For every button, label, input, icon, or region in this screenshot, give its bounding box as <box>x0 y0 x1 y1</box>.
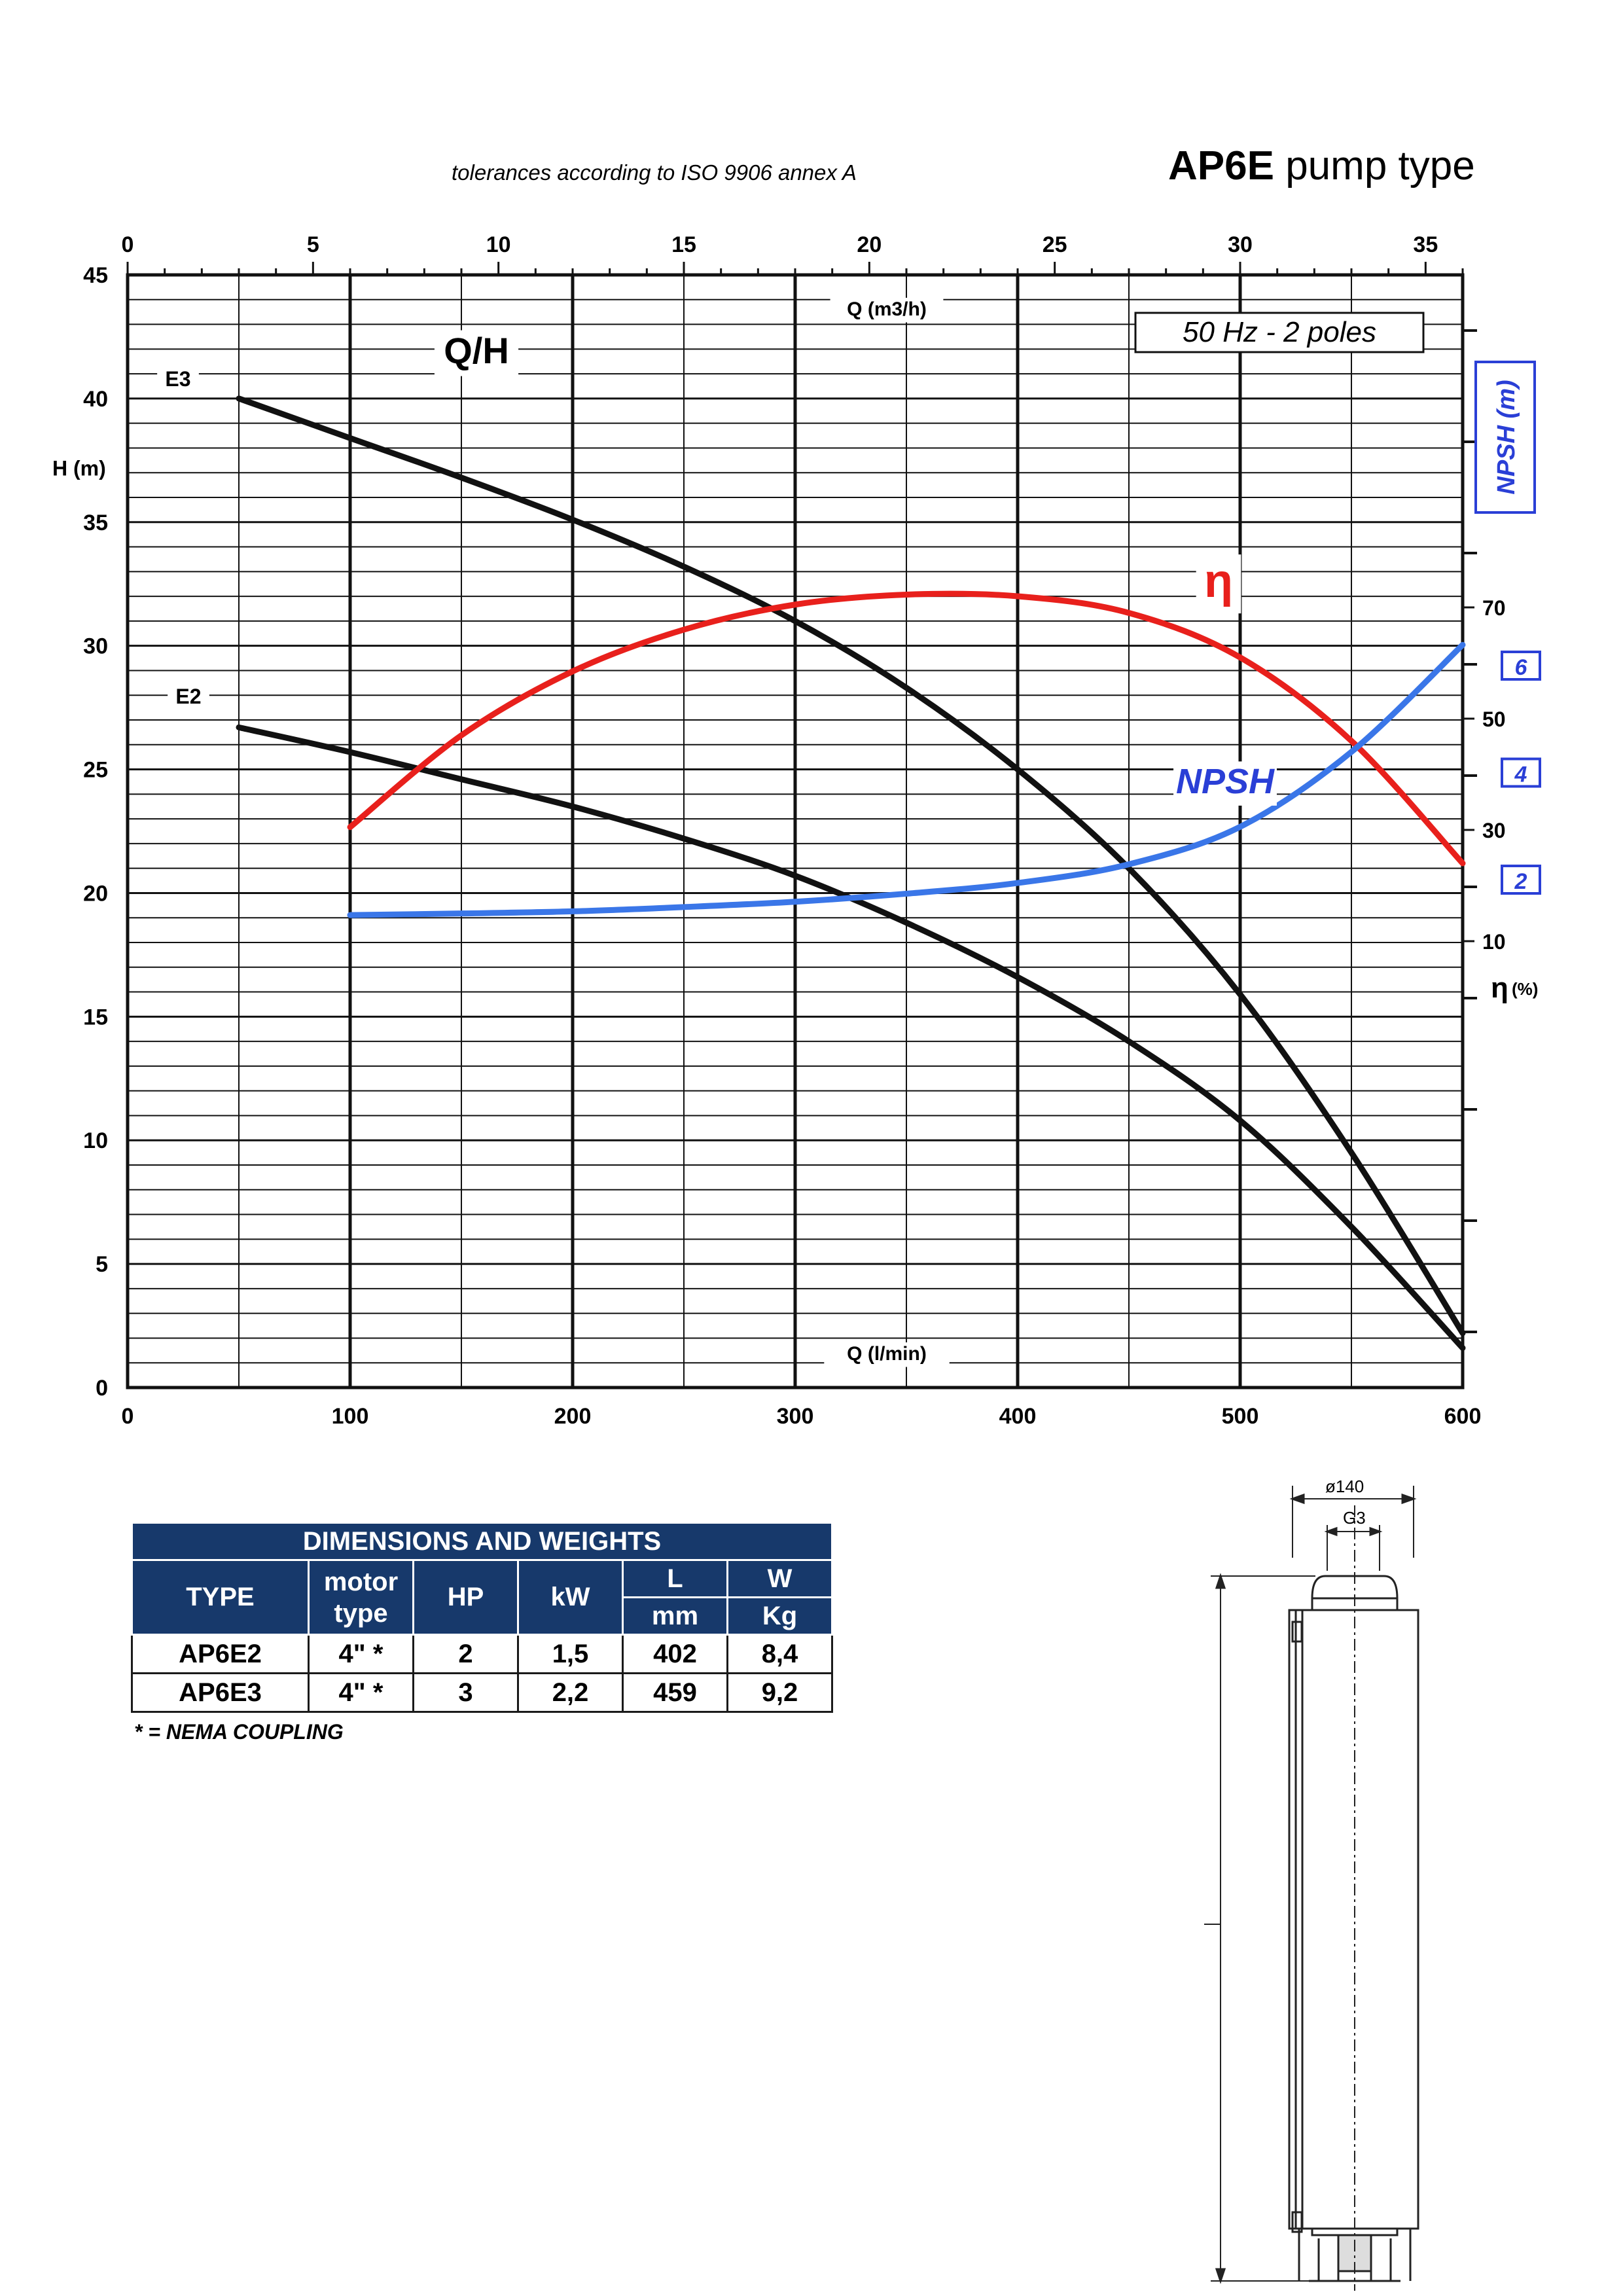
curve-label-e3: E3 <box>165 367 190 391</box>
y-axis-label: H (m) <box>52 457 106 480</box>
cell-hp: 3 <box>412 1672 519 1713</box>
npsh-tick-box <box>1501 757 1541 788</box>
performance-chart: 0 5 10 15 20 25 30 35 0 100 200 300 400 500 600 0 5 10 15 2… <box>52 232 1541 1429</box>
curve-e2 <box>236 724 1466 1352</box>
cell-type: AP6E3 <box>131 1672 310 1713</box>
y-tick-label: 35 <box>83 511 108 535</box>
eta-axis-label: η <box>1491 972 1508 1004</box>
col-w: W <box>726 1559 833 1598</box>
top-tick-label: 30 <box>1228 232 1253 257</box>
y-tick-label: 0 <box>96 1376 108 1401</box>
curve-label-e3-bg <box>157 367 199 394</box>
col-w-unit: Kg <box>726 1596 833 1636</box>
cell-kw: 1,5 <box>517 1634 624 1674</box>
x2-axis-label: Q (m3/h) <box>847 298 927 320</box>
x-tick-label: 300 <box>777 1404 814 1429</box>
col-hp: HP <box>412 1559 519 1636</box>
frequency-badge-box <box>1134 312 1425 353</box>
chart-title: Q/H <box>444 330 509 371</box>
cell-motor: 4" * <box>308 1634 414 1674</box>
curve-label-e2-bg <box>168 685 209 711</box>
top-tick-label: 0 <box>122 232 134 257</box>
col-kw: kW <box>517 1559 624 1636</box>
col-motor-type: motor type <box>308 1559 414 1636</box>
dimensions-table: DIMENSIONS AND WEIGHTS TYPE motor type H… <box>131 1522 833 1713</box>
cell-w: 8,4 <box>726 1634 833 1674</box>
cell-motor: 4" * <box>308 1672 414 1713</box>
cell-w: 9,2 <box>726 1672 833 1713</box>
pump-type-suffix: pump type <box>1285 143 1475 188</box>
npsh-axis-box <box>1474 361 1536 514</box>
chart-title-bg <box>434 330 519 376</box>
tolerance-note: tolerances according to ISO 9906 annex A <box>452 160 857 185</box>
table-row: AP6E2 4" * 2 1,5 402 8,4 <box>131 1634 833 1674</box>
x2-axis-label-bg <box>830 298 944 323</box>
top-tick-label: 5 <box>307 232 319 257</box>
x-tick-label: 500 <box>1222 1404 1259 1429</box>
curve-e3 <box>236 395 1466 1336</box>
eta-tick-label: 70 <box>1482 596 1506 620</box>
x-tick-label: 100 <box>332 1404 369 1429</box>
y-tick-label: 10 <box>83 1128 108 1153</box>
pump-model: AP6E <box>1168 143 1274 188</box>
col-type: TYPE <box>131 1559 310 1636</box>
x-axis-label: Q (l/min) <box>847 1343 927 1365</box>
top-tick-label: 10 <box>486 232 511 257</box>
npsh-tick-box <box>1501 651 1541 681</box>
y-tick-label: 30 <box>83 634 108 659</box>
curve-label-eta: η <box>1204 555 1233 607</box>
curve-label-npsh-bg <box>1173 761 1277 806</box>
y-tick-label: 20 <box>83 881 108 906</box>
x-tick-label: 400 <box>999 1404 1037 1429</box>
top-tick-label: 35 <box>1413 232 1438 257</box>
npsh-tick-label: 2 <box>1514 869 1527 894</box>
curve-label-npsh: NPSH <box>1176 762 1275 801</box>
cell-type: AP6E2 <box>131 1634 310 1674</box>
cell-hp: 2 <box>412 1634 519 1674</box>
pump-type-title: AP6E pump type <box>1168 143 1475 189</box>
top-tick-label: 20 <box>857 232 882 257</box>
cell-l: 459 <box>622 1672 728 1713</box>
frequency-badge: 50 Hz - 2 poles <box>1183 316 1376 348</box>
x-axis-label-bg <box>824 1342 950 1367</box>
y-tick-label: 5 <box>96 1252 108 1277</box>
x-tick-label: 200 <box>554 1404 592 1429</box>
length-label: L <box>1204 1928 1206 1931</box>
npsh-tick-label: 6 <box>1515 655 1528 680</box>
y-tick-label: 40 <box>83 387 108 412</box>
x-tick-label: 0 <box>122 1404 134 1429</box>
npsh-axis-label: NPSH (m) <box>1493 380 1520 494</box>
eta-tick-label: 50 <box>1482 708 1506 731</box>
npsh-tick-label: 4 <box>1514 762 1527 787</box>
thread-label: G3 <box>1343 1508 1366 1528</box>
y-tick-label: 45 <box>83 263 108 288</box>
table-caption: DIMENSIONS AND WEIGHTS <box>131 1522 833 1561</box>
col-l: L <box>622 1559 728 1598</box>
eta-tick-label: 10 <box>1482 930 1506 954</box>
eta-axis-unit: (%) <box>1512 979 1538 999</box>
npsh-tick-box <box>1501 865 1541 895</box>
cell-l: 402 <box>622 1634 728 1674</box>
col-l-unit: mm <box>622 1596 728 1636</box>
pump-dimension-drawing: ø140 G3 L <box>1204 1479 1419 2291</box>
table-row: AP6E3 4" * 3 2,2 459 9,2 <box>131 1672 833 1713</box>
curve-label-e2: E2 <box>175 685 201 708</box>
diameter-label: ø140 <box>1325 1479 1364 1496</box>
y-tick-label: 15 <box>83 1005 108 1030</box>
curve-eta <box>347 590 1466 867</box>
cell-kw: 2,2 <box>517 1672 624 1713</box>
x-tick-label: 600 <box>1444 1404 1482 1429</box>
curve-npsh <box>347 641 1466 918</box>
curve-label-eta-bg <box>1196 554 1241 614</box>
eta-tick-label: 30 <box>1482 819 1506 842</box>
nema-note: * = NEMA COUPLING <box>134 1720 344 1744</box>
y-tick-label: 25 <box>83 758 108 783</box>
top-tick-label: 15 <box>671 232 696 257</box>
chart-grid <box>126 274 1465 1389</box>
top-tick-label: 25 <box>1043 232 1067 257</box>
